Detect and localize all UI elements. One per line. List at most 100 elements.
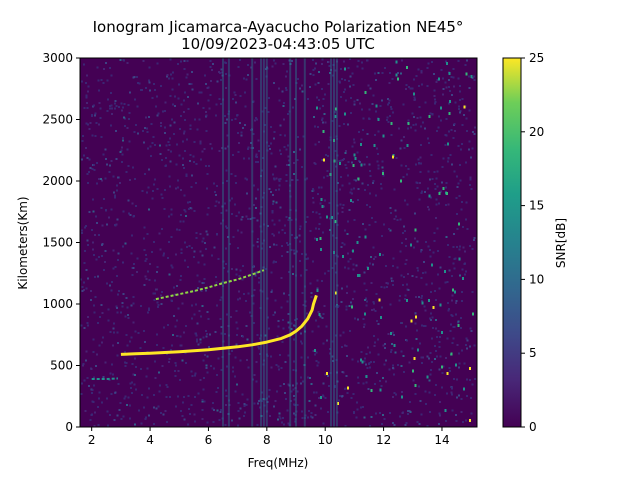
noise-pixel <box>307 257 310 260</box>
noise-pixel <box>388 102 391 105</box>
noise-pixel <box>464 250 467 253</box>
noise-pixel <box>387 333 390 336</box>
noise-pixel <box>180 214 182 216</box>
noise-pixel <box>417 269 419 272</box>
noise-pixel <box>169 348 172 351</box>
noise-pixel <box>152 83 155 86</box>
noise-pixel <box>344 388 346 391</box>
noise-pixel <box>288 242 291 245</box>
noise-speckle <box>447 142 450 146</box>
noise-pixel <box>157 303 160 306</box>
noise-pixel <box>329 136 332 139</box>
noise-pixel <box>152 292 155 295</box>
noise-pixel <box>282 104 285 107</box>
noise-pixel <box>294 387 297 390</box>
noise-pixel <box>160 122 163 125</box>
noise-speckle <box>339 162 342 166</box>
noise-pixel <box>473 133 476 136</box>
noise-pixel <box>300 382 302 385</box>
noise-pixel <box>323 113 326 116</box>
noise-pixel <box>436 249 439 252</box>
noise-pixel <box>423 324 425 327</box>
noise-pixel <box>144 341 147 344</box>
noise-pixel <box>374 309 377 312</box>
noise-pixel <box>376 320 379 323</box>
noise-pixel <box>238 275 241 278</box>
noise-pixel <box>376 371 378 374</box>
noise-pixel <box>234 356 237 359</box>
noise-pixel <box>395 156 398 159</box>
noise-pixel <box>160 193 163 196</box>
noise-pixel <box>169 396 172 399</box>
noise-pixel <box>335 189 338 192</box>
noise-pixel <box>465 161 468 164</box>
noise-speckle <box>329 173 332 176</box>
noise-pixel <box>256 423 259 426</box>
noise-pixel <box>459 245 461 248</box>
noise-pixel <box>257 346 260 349</box>
noise-pixel <box>278 149 281 152</box>
noise-pixel <box>423 191 426 193</box>
noise-pixel <box>133 75 136 78</box>
noise-pixel <box>177 307 180 310</box>
noise-pixel <box>421 190 424 193</box>
noise-pixel <box>336 138 338 140</box>
noise-pixel <box>86 322 89 325</box>
noise-pixel <box>301 90 304 93</box>
noise-pixel <box>390 134 393 136</box>
noise-speckle <box>455 363 458 367</box>
noise-speckle <box>430 263 433 267</box>
noise-pixel <box>350 188 353 191</box>
noise-pixel <box>116 189 119 192</box>
noise-pixel <box>328 348 331 351</box>
noise-pixel <box>210 254 213 257</box>
noise-pixel <box>460 397 463 400</box>
noise-pixel <box>322 105 325 108</box>
noise-pixel <box>245 300 248 302</box>
noise-pixel <box>385 281 388 284</box>
noise-speckle <box>393 344 396 348</box>
noise-pixel <box>101 255 104 257</box>
noise-pixel <box>431 326 434 329</box>
noise-pixel <box>160 85 163 88</box>
noise-pixel <box>261 110 264 113</box>
noise-pixel <box>311 260 314 263</box>
noise-pixel <box>356 98 359 101</box>
noise-pixel <box>167 141 170 144</box>
noise-pixel <box>110 91 113 94</box>
noise-pixel <box>117 176 119 179</box>
noise-pixel <box>248 207 251 210</box>
noise-pixel <box>372 94 375 97</box>
noise-pixel <box>430 196 433 199</box>
noise-pixel <box>292 369 295 372</box>
noise-pixel <box>168 175 171 178</box>
noise-pixel <box>406 173 409 176</box>
noise-pixel <box>146 270 149 273</box>
noise-pixel <box>118 290 121 292</box>
noise-pixel <box>465 129 468 132</box>
noise-pixel <box>119 150 122 153</box>
noise-pixel <box>419 156 422 159</box>
noise-pixel <box>261 157 264 160</box>
noise-pixel <box>455 396 458 399</box>
noise-pixel <box>117 341 120 344</box>
noise-pixel <box>450 163 453 166</box>
noise-pixel <box>246 217 249 220</box>
noise-pixel <box>234 203 237 206</box>
noise-speckle <box>373 144 376 148</box>
noise-speckle <box>450 352 453 356</box>
noise-pixel <box>393 392 396 394</box>
noise-pixel <box>392 364 395 367</box>
noise-pixel <box>452 262 455 265</box>
noise-pixel <box>434 344 437 347</box>
noise-pixel <box>108 171 111 173</box>
noise-pixel <box>238 142 241 144</box>
interference-band <box>330 58 332 427</box>
noise-pixel <box>450 314 453 317</box>
noise-pixel <box>434 216 437 219</box>
noise-pixel <box>261 247 264 250</box>
noise-pixel <box>179 60 182 63</box>
noise-pixel <box>415 276 418 279</box>
noise-pixel <box>285 398 288 401</box>
noise-pixel <box>297 135 299 138</box>
